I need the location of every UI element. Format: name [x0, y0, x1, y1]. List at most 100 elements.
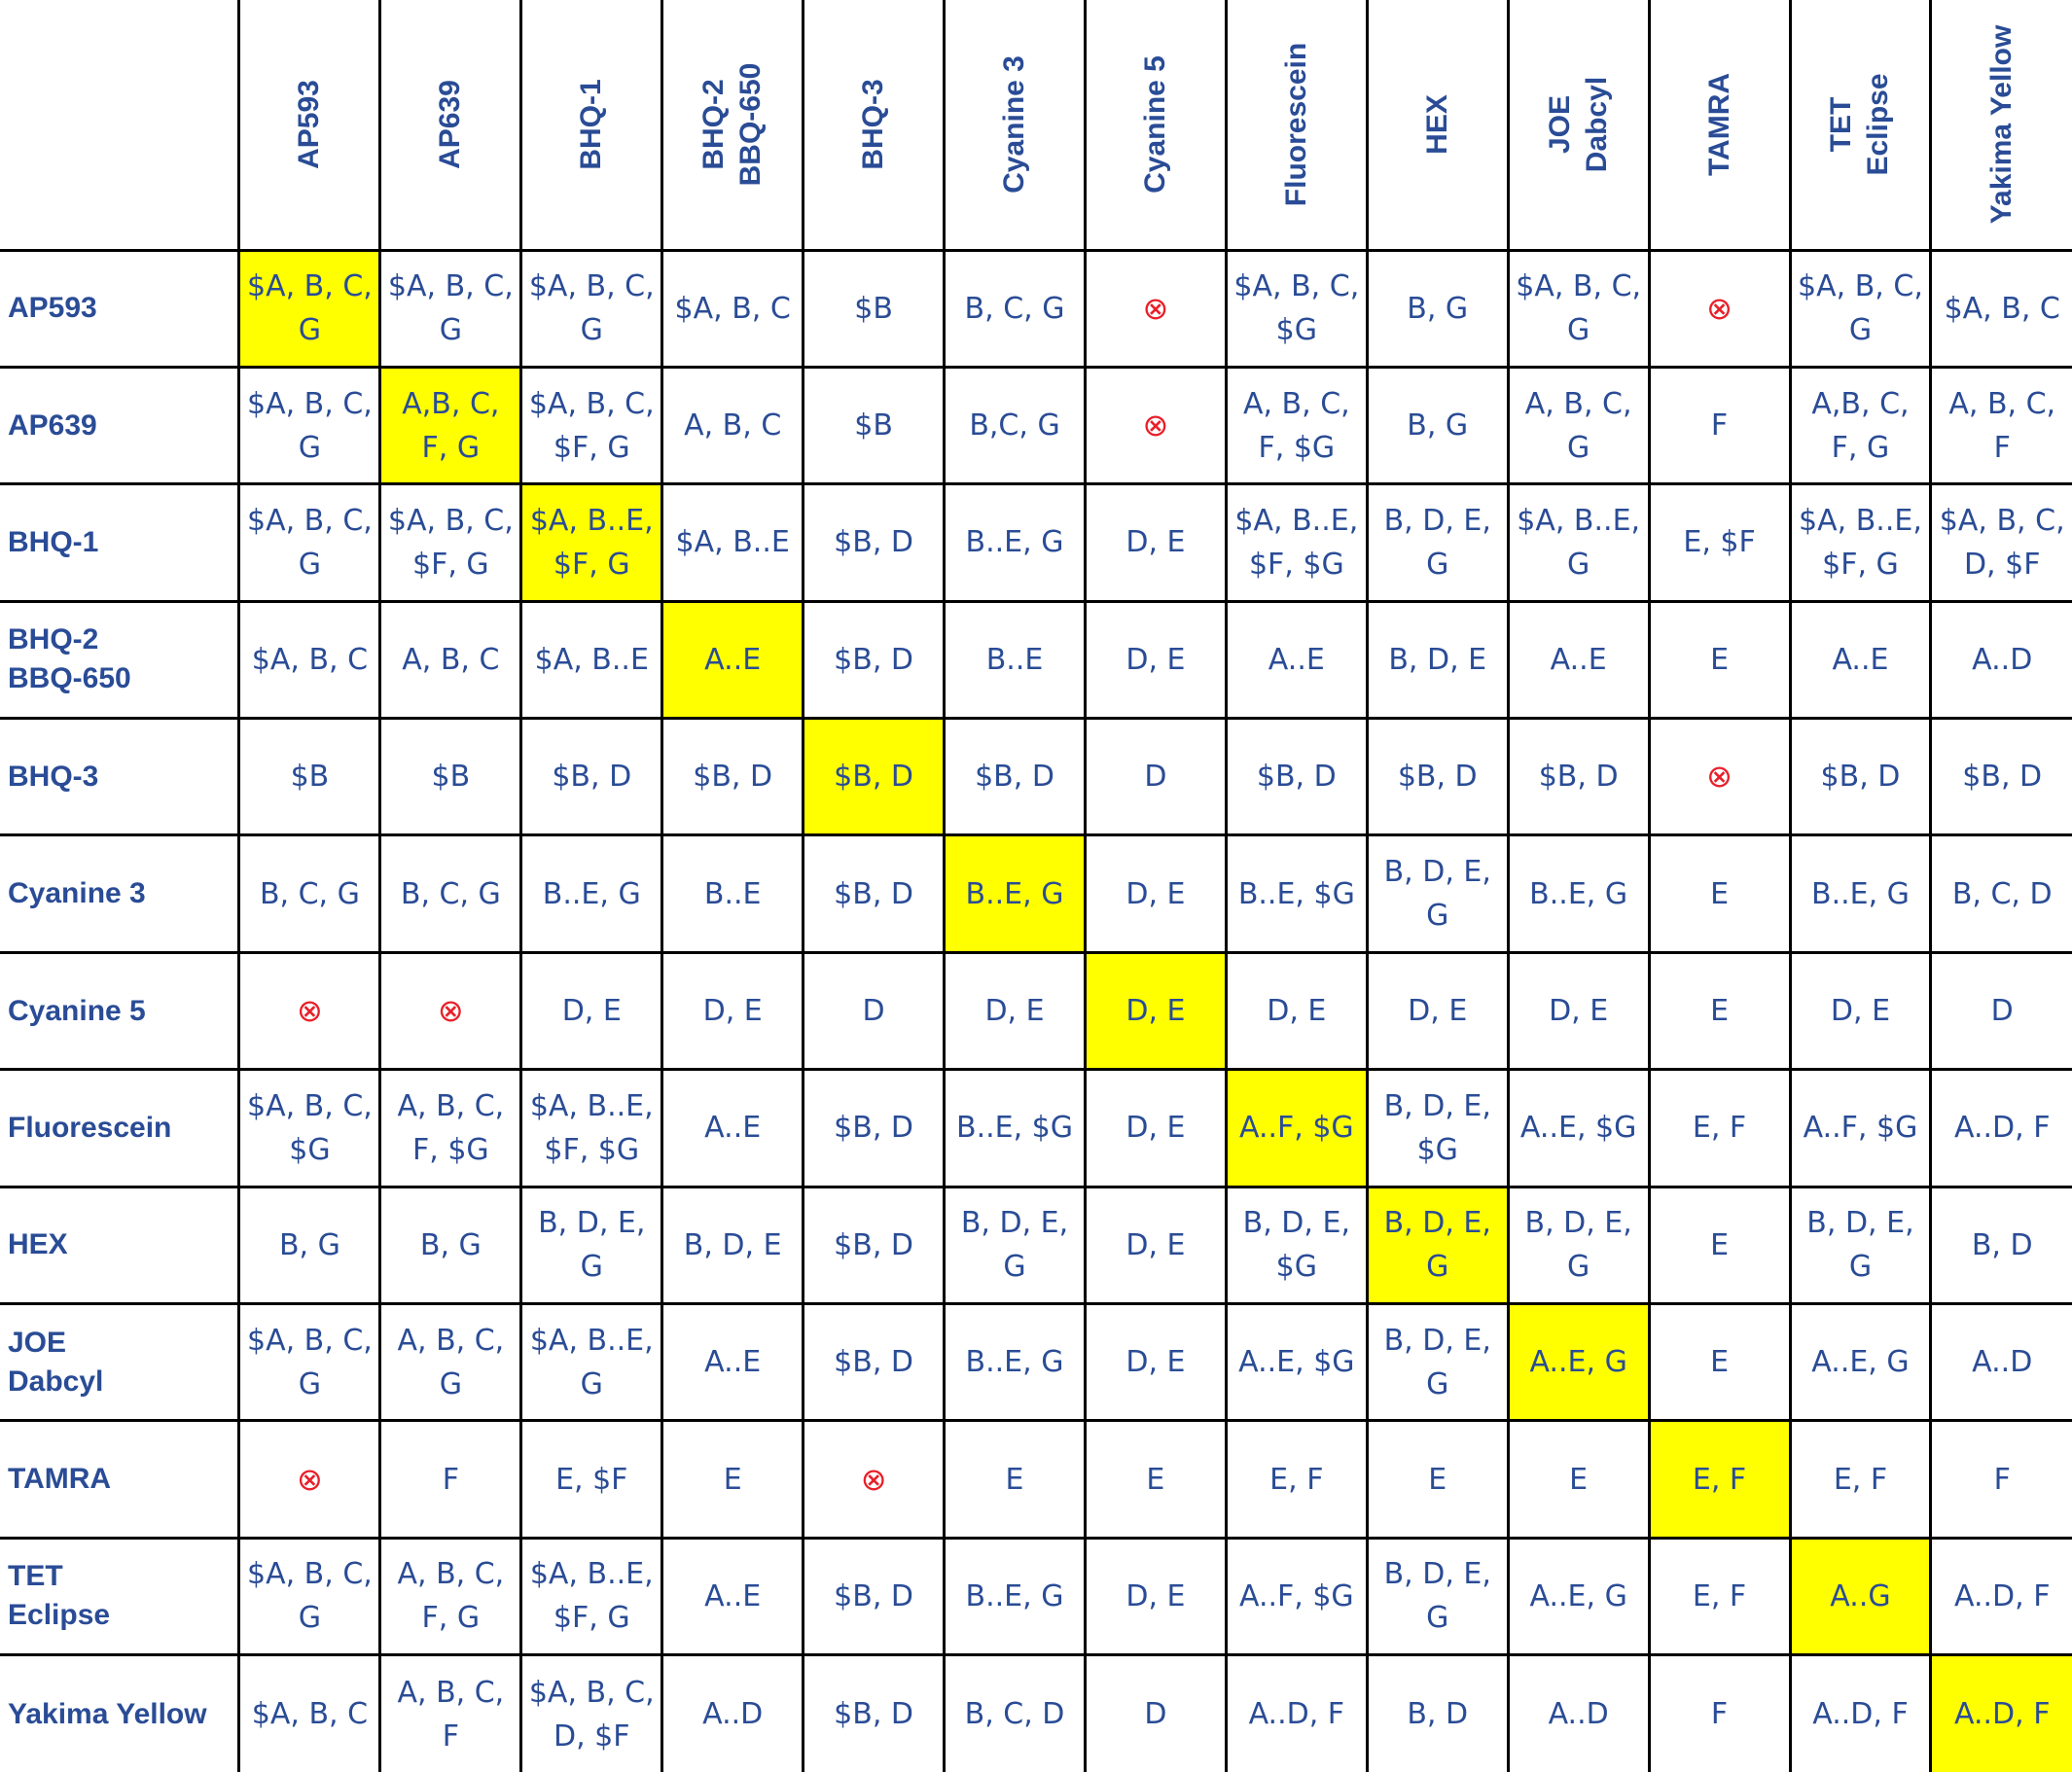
table-cell: B, D, E, $G — [1365, 1068, 1510, 1188]
table-cell: D, E — [1083, 1185, 1228, 1306]
table-cell: $B, D — [802, 1185, 947, 1306]
table-cell: B, D — [1929, 1185, 2072, 1306]
table-cell: B, C, G — [378, 833, 523, 954]
table-row: BHQ-3 $B $B $B, D $B, D $B, D $B, D D $B, D $B, D… — [0, 717, 2072, 837]
table-cell: $A, B, C — [661, 248, 805, 369]
table-cell: $B, D — [519, 717, 664, 837]
incompatible-icon: ⊗ — [237, 950, 382, 1072]
table-cell: B, C, G — [237, 833, 382, 954]
diagonal-cell: E, F — [1647, 1419, 1792, 1540]
table-cell: B,C, G — [943, 365, 1087, 486]
diagonal-cell: A..G — [1788, 1536, 1933, 1657]
column-header: BHQ-3 — [802, 0, 947, 252]
diagonal-cell: B..E, G — [943, 833, 1087, 954]
table-cell: $B, D — [943, 717, 1087, 837]
table-cell: B, C, G — [943, 248, 1087, 369]
table-cell: D — [1083, 717, 1228, 837]
table-cell: $A, B, C, G — [237, 1302, 382, 1423]
row-header: BHQ-2 BBQ-650 — [0, 599, 241, 721]
table-cell: B, G — [378, 1185, 523, 1306]
table-cell: B, G — [1365, 365, 1510, 486]
table-row: AP639 $A, B, C, G A,B, C, F, G $A, B, C, $F… — [0, 365, 2072, 486]
table-cell: E — [943, 1419, 1087, 1540]
table-cell: E — [1647, 950, 1792, 1072]
table-cell: E — [1365, 1419, 1510, 1540]
table-row: Fluorescein $A, B, C, $G A, B, C, F, $G $A,… — [0, 1068, 2072, 1188]
table-cell: B, G — [237, 1185, 382, 1306]
row-header: AP639 — [0, 365, 241, 486]
row-header: HEX — [0, 1185, 241, 1306]
column-header-label: Fluorescein — [1279, 42, 1312, 206]
table-cell: A, B, C, G — [378, 1302, 523, 1423]
table-cell: A, B, C, F — [378, 1653, 523, 1772]
table-cell: B, D, E — [661, 1185, 805, 1306]
table-cell: $A, B..E, G — [1506, 482, 1651, 603]
table-cell: B, D, E, G — [943, 1185, 1087, 1306]
column-header: Yakima Yellow — [1929, 0, 2072, 252]
corner-cell — [0, 0, 239, 250]
table-cell: F — [1647, 1653, 1792, 1772]
table-cell: B..E, G — [1788, 833, 1933, 954]
column-header-label: TET Eclipse — [1825, 73, 1895, 176]
table-cell: $A, B, C — [237, 599, 382, 721]
table-cell: B, D, E, G — [519, 1185, 664, 1306]
table-row: AP593 $A, B, C, G $A, B, C, G $A, B, C, G $A… — [0, 248, 2072, 369]
table-cell: E — [1647, 1185, 1792, 1306]
table-cell: $B, D — [1224, 717, 1369, 837]
table-cell: F — [1929, 1419, 2072, 1540]
table-cell: $A, B, C, G — [237, 365, 382, 486]
table-row: TET Eclipse $A, B, C, G A, B, C, F, G $A, B… — [0, 1536, 2072, 1657]
row-header: TAMRA — [0, 1419, 241, 1540]
table-cell: E, $F — [1647, 482, 1792, 603]
table-cell: B, C, D — [943, 1653, 1087, 1772]
table-cell: D, E — [1506, 950, 1651, 1072]
table-cell: F — [378, 1419, 523, 1540]
table-cell: B, D, E, G — [1365, 1302, 1510, 1423]
table-cell: $A, B..E, $F, $G — [519, 1068, 664, 1188]
table-cell: $A, B, C, G — [237, 1536, 382, 1657]
table-cell: $B — [237, 717, 382, 837]
table-cell: $A, B, C, $G — [1224, 248, 1369, 369]
table-cell: A..D — [1929, 1302, 2072, 1423]
column-header: JOE Dabcyl — [1506, 0, 1651, 252]
table-cell: $B, D — [1788, 717, 1933, 837]
diagonal-cell: A..E — [661, 599, 805, 721]
table-cell: B, D, E, G — [1365, 833, 1510, 954]
table-cell: B, D, E — [1365, 599, 1510, 721]
table-cell: $B — [378, 717, 523, 837]
table-cell: A..E — [1788, 599, 1933, 721]
table-cell: D, E — [1788, 950, 1933, 1072]
table-cell: B, D, E, $G — [1224, 1185, 1369, 1306]
table-cell: A..E, $G — [1506, 1068, 1651, 1188]
table-cell: A..D — [661, 1653, 805, 1772]
table-cell: E, F — [1788, 1419, 1933, 1540]
column-header: Fluorescein — [1224, 0, 1369, 252]
table-cell: $A, B, C, D, $F — [1929, 482, 2072, 603]
table-cell: B..E — [943, 599, 1087, 721]
incompatible-icon: ⊗ — [1083, 365, 1228, 486]
column-header-label: AP639 — [434, 79, 467, 169]
table-cell: A..D, F — [1929, 1536, 2072, 1657]
row-header: Cyanine 3 — [0, 833, 241, 954]
incompatible-icon: ⊗ — [1083, 248, 1228, 369]
column-header-label: TAMRA — [1702, 72, 1735, 176]
table-cell: A..E — [661, 1536, 805, 1657]
table-cell: $B, D — [1506, 717, 1651, 837]
table-cell: $A, B, C, G — [237, 482, 382, 603]
table-cell: D, E — [1083, 1536, 1228, 1657]
table-cell: $B, D — [802, 833, 947, 954]
table-cell: D — [1929, 950, 2072, 1072]
diagonal-cell: $B, D — [802, 717, 947, 837]
table-cell: $A, B, C, $F, G — [519, 365, 664, 486]
column-header-label: AP593 — [293, 79, 326, 169]
table-cell: $B, D — [802, 1068, 947, 1188]
table-cell: B..E, G — [519, 833, 664, 954]
column-header: HEX — [1365, 0, 1510, 252]
table-cell: A, B, C, F, $G — [378, 1068, 523, 1188]
table-cell: D — [1083, 1653, 1228, 1772]
table-cell: A..E — [661, 1302, 805, 1423]
table-cell: B, G — [1365, 248, 1510, 369]
table-cell: E — [661, 1419, 805, 1540]
